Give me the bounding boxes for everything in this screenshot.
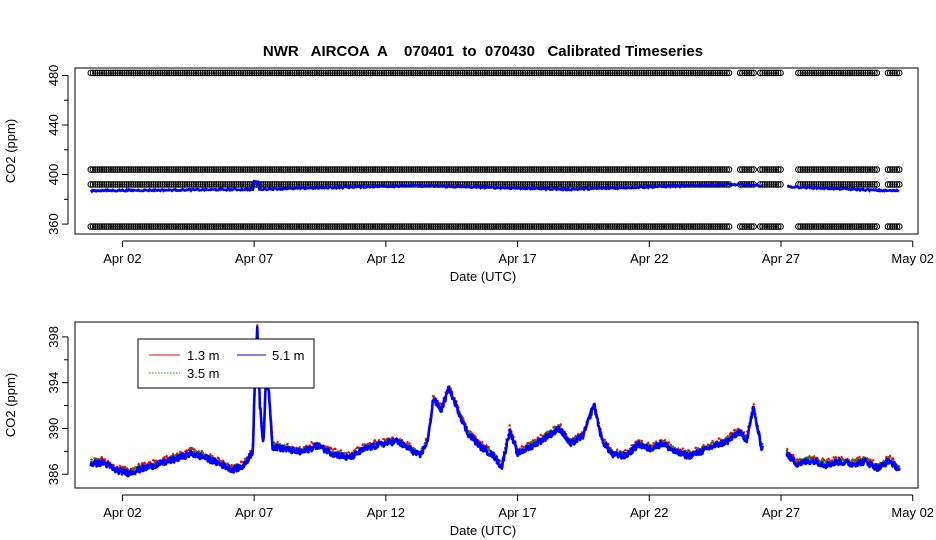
top-y-axis: 360 400 440 480: [46, 65, 69, 235]
calibration-level-482: [87, 69, 903, 77]
y-tick-label: 400: [46, 164, 61, 186]
calibration-markers: [87, 69, 903, 230]
top-plot-frame: [74, 67, 919, 235]
x-tick-label: Apr 17: [498, 505, 536, 520]
x-tick-label: Apr 22: [630, 505, 668, 520]
legend-box: [137, 338, 315, 389]
legend-label-1-3m: 1.3 m: [187, 348, 220, 363]
y-tick-label: 386: [46, 463, 61, 485]
top-y-axis-label: CO2 (ppm): [3, 119, 18, 183]
y-tick-label: 440: [46, 114, 61, 136]
chart-title: NWR AIRCOA A 070401 to 070430 Calibrated…: [263, 43, 703, 60]
x-tick-label: Apr 02: [103, 251, 141, 266]
calibration-level-392: [87, 181, 903, 188]
y-tick-label: 360: [46, 213, 61, 235]
bottom-y-axis: 386 390 394 398: [46, 326, 69, 485]
x-tick-label: May 02: [891, 505, 934, 520]
bottom-plot-frame: [74, 321, 919, 489]
bottom-y-axis-label: CO2 (ppm): [3, 373, 18, 437]
top-panel: NWR AIRCOA A 070401 to 070430 Calibrated…: [3, 43, 934, 284]
legend-label-3-5m: 3.5 m: [187, 366, 220, 381]
x-tick-label: Apr 12: [367, 505, 405, 520]
x-tick-label: Apr 02: [103, 505, 141, 520]
y-tick-label: 398: [46, 326, 61, 348]
top-series-group: [89, 179, 900, 194]
x-tick-label: Apr 17: [498, 251, 536, 266]
bottom-series-group: [89, 323, 901, 478]
x-tick-label: Apr 27: [762, 251, 800, 266]
x-tick-label: Apr 12: [367, 251, 405, 266]
top-series-51m: [89, 179, 900, 194]
bottom-x-axis-label: Date (UTC): [450, 523, 516, 538]
legend-label-5-1m: 5.1 m: [272, 348, 305, 363]
x-tick-label: May 02: [891, 251, 934, 266]
calibration-level-358: [87, 223, 903, 230]
bottom-series-51m: [89, 325, 901, 478]
x-tick-label: Apr 27: [762, 505, 800, 520]
bottom-panel: Apr 02 Apr 07 Apr 12 Apr 17 Apr 22 Apr 27 May …: [3, 321, 934, 538]
calibration-level-404: [87, 166, 903, 173]
top-x-axis: Apr 02 Apr 07 Apr 12 Apr 17 Apr 22 Apr 27 May …: [103, 240, 934, 266]
y-tick-label: 480: [46, 65, 61, 87]
bottom-x-axis: Apr 02 Apr 07 Apr 12 Apr 17 Apr 22 Apr 27 May …: [103, 494, 934, 520]
x-tick-label: Apr 07: [235, 505, 273, 520]
y-tick-label: 390: [46, 418, 61, 440]
top-x-axis-label: Date (UTC): [450, 269, 516, 284]
y-tick-label: 394: [46, 372, 61, 394]
x-tick-label: Apr 22: [630, 251, 668, 266]
legend: 1.3 m 3.5 m 5.1 m: [137, 338, 315, 389]
x-tick-label: Apr 07: [235, 251, 273, 266]
